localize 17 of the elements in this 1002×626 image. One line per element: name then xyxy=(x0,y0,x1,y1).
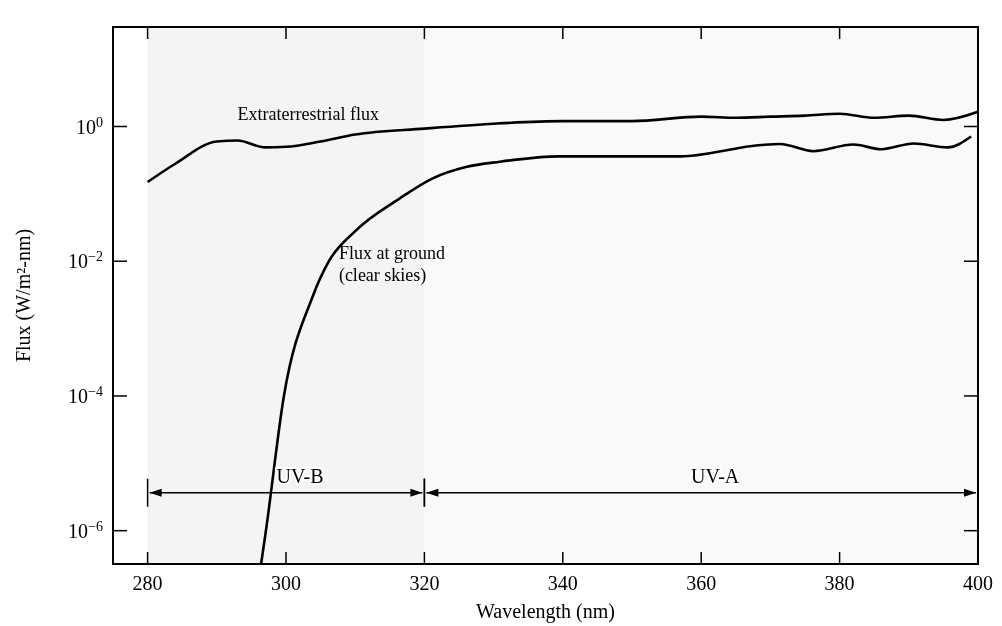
x-tick-label: 360 xyxy=(686,572,717,594)
x-tick-label: 380 xyxy=(824,572,855,594)
band-label: UV-A xyxy=(691,464,740,487)
band-label: UV-B xyxy=(276,464,324,487)
x-tick-label: 280 xyxy=(132,572,163,594)
x-tick-label: 340 xyxy=(547,572,578,594)
series-label: Flux at ground (clear skies) xyxy=(338,243,445,287)
y-tick-label: 10$^{−4}$ xyxy=(68,383,103,407)
x-axis-title: Wavelength (nm) xyxy=(476,600,615,623)
x-tick-label: 320 xyxy=(409,572,440,594)
x-tick-label: 400 xyxy=(963,572,993,594)
y-tick-label: 10$^{−6}$ xyxy=(68,518,103,542)
y-tick-label: 10$^{0}$ xyxy=(76,114,103,138)
y-tick-label: 10$^{−2}$ xyxy=(68,248,103,273)
series-label: Extraterrestrial flux xyxy=(237,104,380,124)
y-axis-title: Flux (W/m²-nm) xyxy=(12,228,35,363)
x-tick-label: 300 xyxy=(271,572,301,594)
